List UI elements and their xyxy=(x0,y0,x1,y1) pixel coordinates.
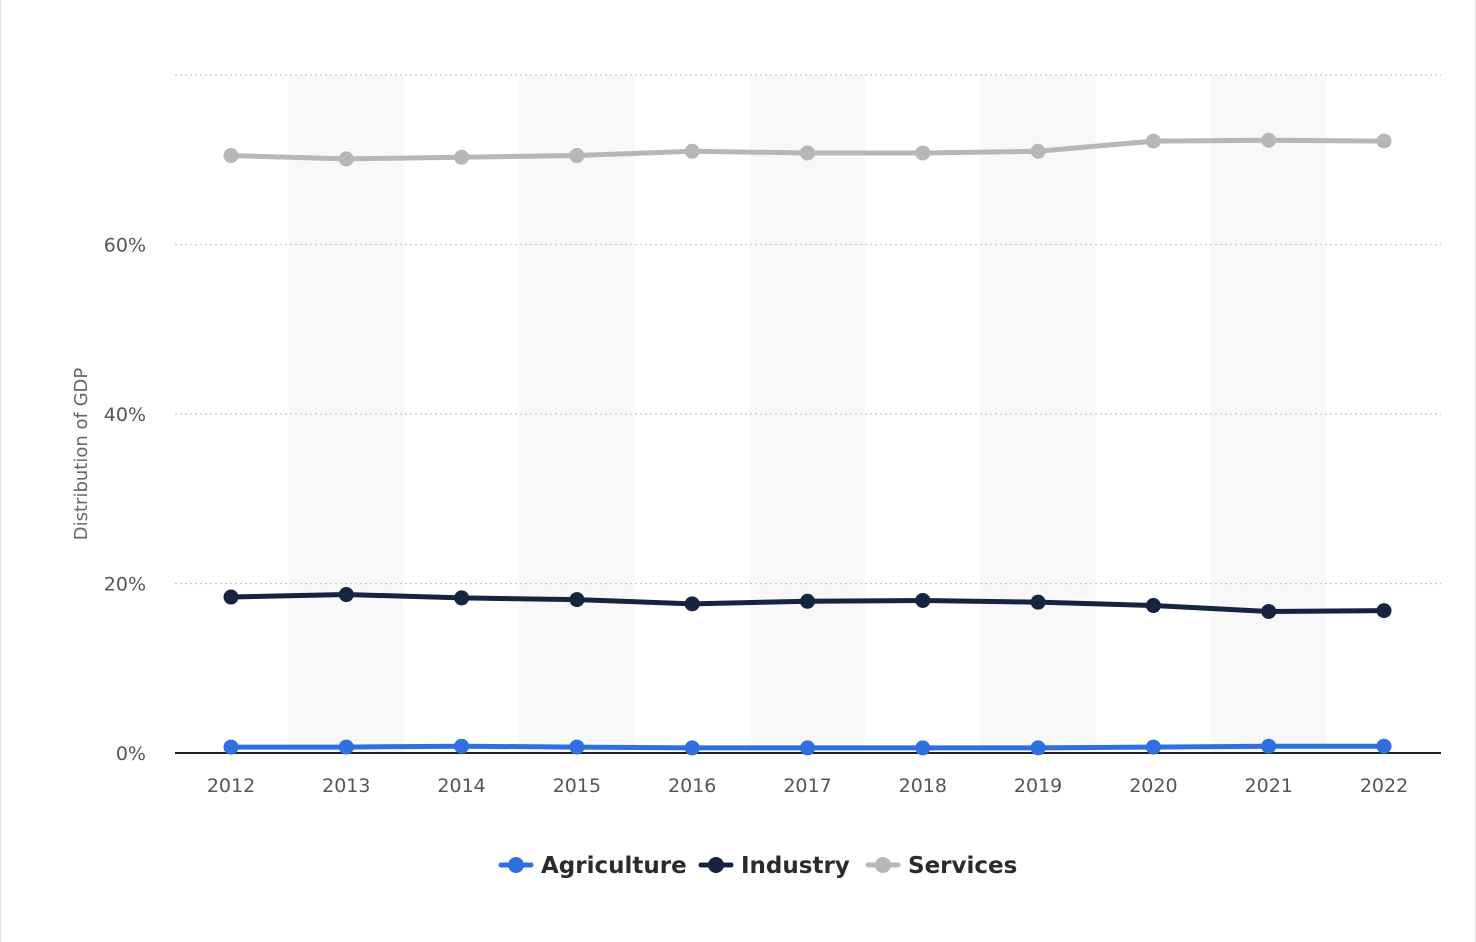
data-point-services[interactable] xyxy=(915,145,931,161)
legend-item-services[interactable]: Services xyxy=(865,853,1017,879)
legend-swatch-marker xyxy=(875,857,891,873)
y-tick-label: 60% xyxy=(104,235,146,257)
y-tick-label: 20% xyxy=(104,574,146,596)
x-tick-label: 2019 xyxy=(1014,775,1062,797)
data-point-industry[interactable] xyxy=(1030,594,1046,610)
data-point-agriculture[interactable] xyxy=(915,740,931,756)
data-point-agriculture[interactable] xyxy=(800,740,815,756)
x-tick-label: 2018 xyxy=(899,775,947,797)
x-axis-ticks: 2012 2013 2014 2015 2016 2017 2018 2019 2020 2021… xyxy=(207,775,1408,797)
legend-item-industry[interactable]: Industry xyxy=(698,853,850,879)
data-point-agriculture[interactable] xyxy=(1145,739,1161,755)
data-point-agriculture[interactable] xyxy=(454,738,470,754)
column-band xyxy=(749,75,866,753)
x-tick-label: 2012 xyxy=(207,775,255,797)
series-lines xyxy=(223,132,1392,756)
data-point-agriculture[interactable] xyxy=(1376,738,1392,754)
data-point-industry[interactable] xyxy=(569,592,585,608)
legend-label-agriculture: Agriculture xyxy=(541,853,687,879)
data-point-services[interactable] xyxy=(800,145,815,161)
column-band xyxy=(1211,75,1327,753)
y-tick-label: 0% xyxy=(116,743,146,765)
data-point-services[interactable] xyxy=(1376,133,1392,149)
data-point-industry[interactable] xyxy=(800,593,815,609)
data-point-industry[interactable] xyxy=(915,592,931,608)
data-point-services[interactable] xyxy=(1030,143,1046,159)
y-axis-label: Distribution of GDP xyxy=(71,368,92,541)
series-services xyxy=(223,132,1392,167)
data-point-agriculture[interactable] xyxy=(1261,738,1277,754)
data-point-industry[interactable] xyxy=(223,589,239,605)
data-point-industry[interactable] xyxy=(1145,598,1161,614)
data-point-services[interactable] xyxy=(1145,133,1161,149)
y-tick-label: 40% xyxy=(104,404,146,426)
data-point-industry[interactable] xyxy=(338,587,354,603)
legend-swatch-marker xyxy=(708,857,724,873)
y-axis-ticks: 0% 20% 40% 60% xyxy=(104,235,146,766)
series-industry xyxy=(223,587,1392,619)
data-point-agriculture[interactable] xyxy=(1030,740,1046,756)
data-point-agriculture[interactable] xyxy=(223,739,239,755)
legend-item-agriculture[interactable]: Agriculture xyxy=(498,853,687,879)
x-tick-label: 2016 xyxy=(668,775,716,797)
data-point-services[interactable] xyxy=(338,151,354,167)
x-tick-label: 2020 xyxy=(1129,775,1177,797)
data-point-services[interactable] xyxy=(569,148,585,164)
data-point-agriculture[interactable] xyxy=(338,739,354,755)
data-point-agriculture[interactable] xyxy=(684,740,700,756)
data-point-services[interactable] xyxy=(454,149,470,165)
legend-label-industry: Industry xyxy=(741,853,850,879)
data-point-industry[interactable] xyxy=(1376,603,1392,619)
x-tick-label: 2021 xyxy=(1245,775,1293,797)
data-point-agriculture[interactable] xyxy=(569,739,585,755)
gridlines xyxy=(175,74,1441,585)
x-tick-label: 2015 xyxy=(553,775,601,797)
data-point-industry[interactable] xyxy=(1261,603,1277,619)
data-point-services[interactable] xyxy=(1261,132,1277,148)
column-band xyxy=(980,75,1096,753)
x-tick-label: 2013 xyxy=(322,775,370,797)
legend[interactable]: Agriculture Industry Services xyxy=(498,853,1017,879)
x-tick-label: 2022 xyxy=(1360,775,1408,797)
data-point-services[interactable] xyxy=(684,143,700,159)
data-point-industry[interactable] xyxy=(454,590,470,606)
x-tick-label: 2017 xyxy=(783,775,831,797)
data-point-industry[interactable] xyxy=(684,596,700,612)
legend-swatch-marker xyxy=(508,857,524,873)
legend-label-services: Services xyxy=(908,853,1017,879)
series-agriculture xyxy=(223,738,1392,756)
data-point-services[interactable] xyxy=(223,148,239,164)
x-tick-label: 2014 xyxy=(437,775,485,797)
